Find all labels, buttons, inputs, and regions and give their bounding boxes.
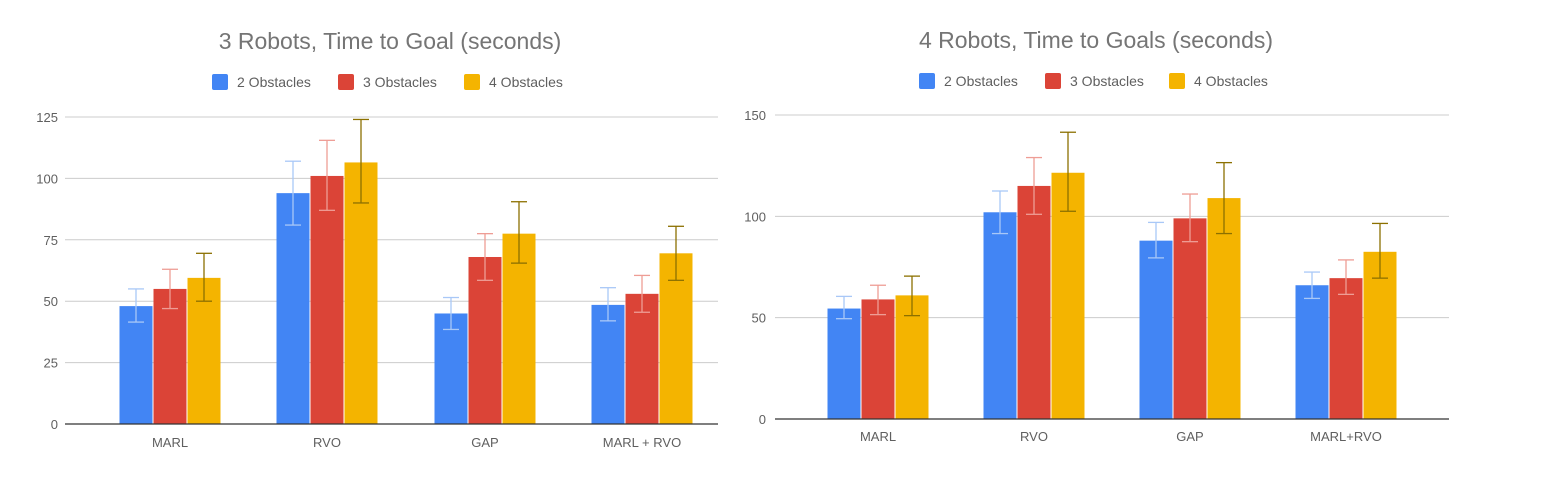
bar-1-1 xyxy=(119,306,153,424)
bar-3-4 xyxy=(659,253,693,424)
y-tick-label: 0 xyxy=(759,412,766,427)
x-category-label: MARL + RVO xyxy=(603,435,681,450)
legend-label-2: 3 Obstacles xyxy=(363,74,437,90)
y-tick-label: 100 xyxy=(36,171,58,186)
bar-2-4 xyxy=(1329,278,1363,419)
bar-3-4 xyxy=(1363,251,1397,419)
legend-swatch-2 xyxy=(338,74,354,90)
bar-1-1 xyxy=(827,308,861,419)
bar-1-2 xyxy=(276,193,310,424)
y-tick-label: 25 xyxy=(44,356,58,371)
x-category-label: GAP xyxy=(471,435,498,450)
legend-label-2: 3 Obstacles xyxy=(1070,73,1144,89)
y-tick-label: 50 xyxy=(44,294,58,309)
bar-2-2 xyxy=(1017,185,1051,419)
bar-3-2 xyxy=(1051,172,1085,419)
legend-swatch-3 xyxy=(1169,73,1185,89)
bar-2-1 xyxy=(861,299,895,419)
legend-swatch-1 xyxy=(212,74,228,90)
bar-1-3 xyxy=(1139,240,1173,419)
y-tick-label: 50 xyxy=(752,311,766,326)
legend-label-3: 4 Obstacles xyxy=(1194,73,1268,89)
chart-title: 3 Robots, Time to Goal (seconds) xyxy=(219,28,562,54)
y-tick-label: 75 xyxy=(44,233,58,248)
legend-label-1: 2 Obstacles xyxy=(944,73,1018,89)
bar-3-3 xyxy=(502,233,536,424)
legend-swatch-3 xyxy=(464,74,480,90)
bar-2-4 xyxy=(625,293,659,424)
y-tick-label: 100 xyxy=(744,209,766,224)
chart-title: 4 Robots, Time to Goals (seconds) xyxy=(919,27,1273,53)
bar-1-4 xyxy=(591,304,625,424)
bar-1-4 xyxy=(1295,285,1329,419)
bar-3-2 xyxy=(344,162,378,424)
y-tick-label: 0 xyxy=(51,417,58,432)
bar-2-3 xyxy=(1173,218,1207,419)
x-category-label: GAP xyxy=(1176,429,1203,444)
bar-3-1 xyxy=(187,277,221,424)
bar-3-3 xyxy=(1207,198,1241,419)
bar-1-3 xyxy=(434,313,468,424)
bar-1-2 xyxy=(983,212,1017,419)
legend-label-3: 4 Obstacles xyxy=(489,74,563,90)
x-category-label: RVO xyxy=(313,435,341,450)
legend-swatch-2 xyxy=(1045,73,1061,89)
x-category-label: MARL xyxy=(860,429,896,444)
y-tick-label: 125 xyxy=(36,110,58,125)
x-category-label: MARL+RVO xyxy=(1310,429,1382,444)
bar-2-1 xyxy=(153,288,187,424)
legend-label-1: 2 Obstacles xyxy=(237,74,311,90)
legend-swatch-1 xyxy=(919,73,935,89)
y-tick-label: 150 xyxy=(744,108,766,123)
x-category-label: MARL xyxy=(152,435,188,450)
bar-2-3 xyxy=(468,256,502,424)
bar-2-2 xyxy=(310,175,344,424)
x-category-label: RVO xyxy=(1020,429,1048,444)
